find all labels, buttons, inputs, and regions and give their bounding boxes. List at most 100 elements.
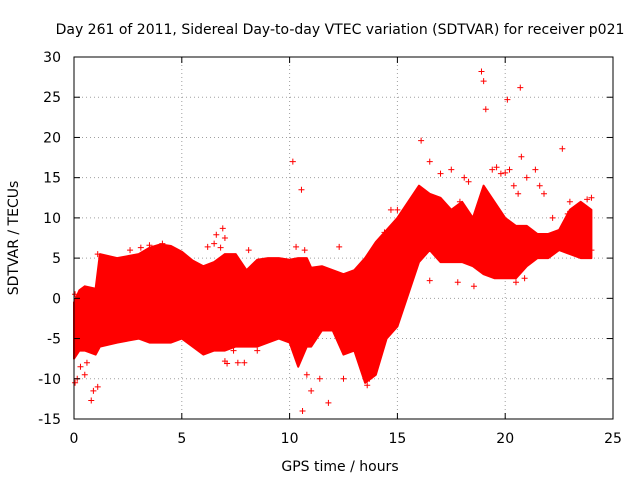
data-envelope [73,184,593,384]
y-tick-label: 15 [43,171,61,187]
data-point [159,245,166,252]
y-tick-label: -10 [38,372,61,388]
data-point [454,279,461,286]
y-tick-label: 10 [43,211,61,227]
y-tick-label: -15 [38,412,61,428]
data-point [400,222,407,229]
data-point [340,375,347,382]
data-point [470,283,477,290]
x-tick-label: 0 [70,431,79,447]
data-point [211,240,218,247]
data-point [72,379,79,386]
data-point [316,375,323,382]
data-point [521,275,528,282]
data-point [364,382,371,389]
data-point [502,169,509,176]
y-axis-label: SDTVAR / TECUs [6,181,22,296]
data-point [437,170,444,177]
axes: -15 -10 -5 0 5 10 15 20 25 30 0 5 10 15 20 25 [38,50,622,447]
y-tick-label: 25 [43,90,61,106]
data-point [298,186,305,193]
data-point [381,229,388,236]
data-point [72,291,79,298]
data-point [532,166,539,173]
data-point [394,206,401,213]
data-point [366,375,373,382]
data-point [77,363,84,370]
data-point [497,170,504,177]
data-point [541,190,548,197]
data-point [523,174,530,181]
data-point [504,96,511,103]
x-tick-label: 15 [388,431,406,447]
y-tick-label: 5 [52,251,61,267]
data-point [127,247,134,254]
x-tick-label: 20 [496,431,514,447]
data-point [566,198,573,205]
data-point [293,243,300,250]
data-point [230,347,237,354]
data-point [549,214,556,221]
x-tick-label: 25 [604,431,622,447]
data-point [418,137,425,144]
data-point [510,182,517,189]
data-point [221,235,228,241]
data-point [83,359,90,366]
data-point [478,68,485,75]
data-point [308,387,315,394]
data-point [217,244,224,251]
data-point [461,174,468,181]
x-tick-label: 5 [177,431,186,447]
data-point [245,247,252,254]
data-point [426,277,433,284]
data-point [536,182,543,189]
data-point [94,251,101,258]
data-point [81,371,88,378]
data-point [224,360,231,367]
data-point [234,359,241,366]
data-point [489,166,496,173]
data-point [480,78,487,85]
y-tick-label: 20 [43,130,61,146]
data-point [482,106,489,113]
data-point [241,359,248,366]
data-point [448,166,455,173]
data-point [254,347,261,354]
data-point [564,210,571,217]
data-point [204,243,211,250]
data-point [426,158,433,165]
data-point [512,279,519,286]
data-point [137,244,144,251]
data-point [588,247,595,254]
data-point [301,247,308,254]
data-point [517,84,524,91]
data-point [94,383,101,390]
chart-title: Day 261 of 2011, Sidereal Day-to-day VTE… [56,22,625,38]
data-point [88,397,95,404]
data-point [303,371,310,378]
y-tick-label: 30 [43,50,61,66]
data-point [97,259,104,266]
data-point [456,198,463,205]
data-point [573,206,580,213]
data-point [515,190,522,197]
data-point [586,214,593,221]
data-point [213,231,220,238]
data-point [387,206,394,213]
data-point [299,407,306,414]
data-point [146,242,153,249]
data-point [336,243,343,250]
data-point [493,164,500,171]
data-point [518,153,525,160]
y-tick-label: -5 [47,332,61,348]
x-tick-label: 10 [281,431,299,447]
data-point [465,178,472,185]
x-axis-label: GPS time / hours [281,459,398,475]
data-point [289,158,296,165]
data-point [584,196,591,203]
y-tick-label: 0 [52,291,61,307]
data-point [90,387,97,394]
data-point [588,194,595,201]
data-point [325,399,332,406]
